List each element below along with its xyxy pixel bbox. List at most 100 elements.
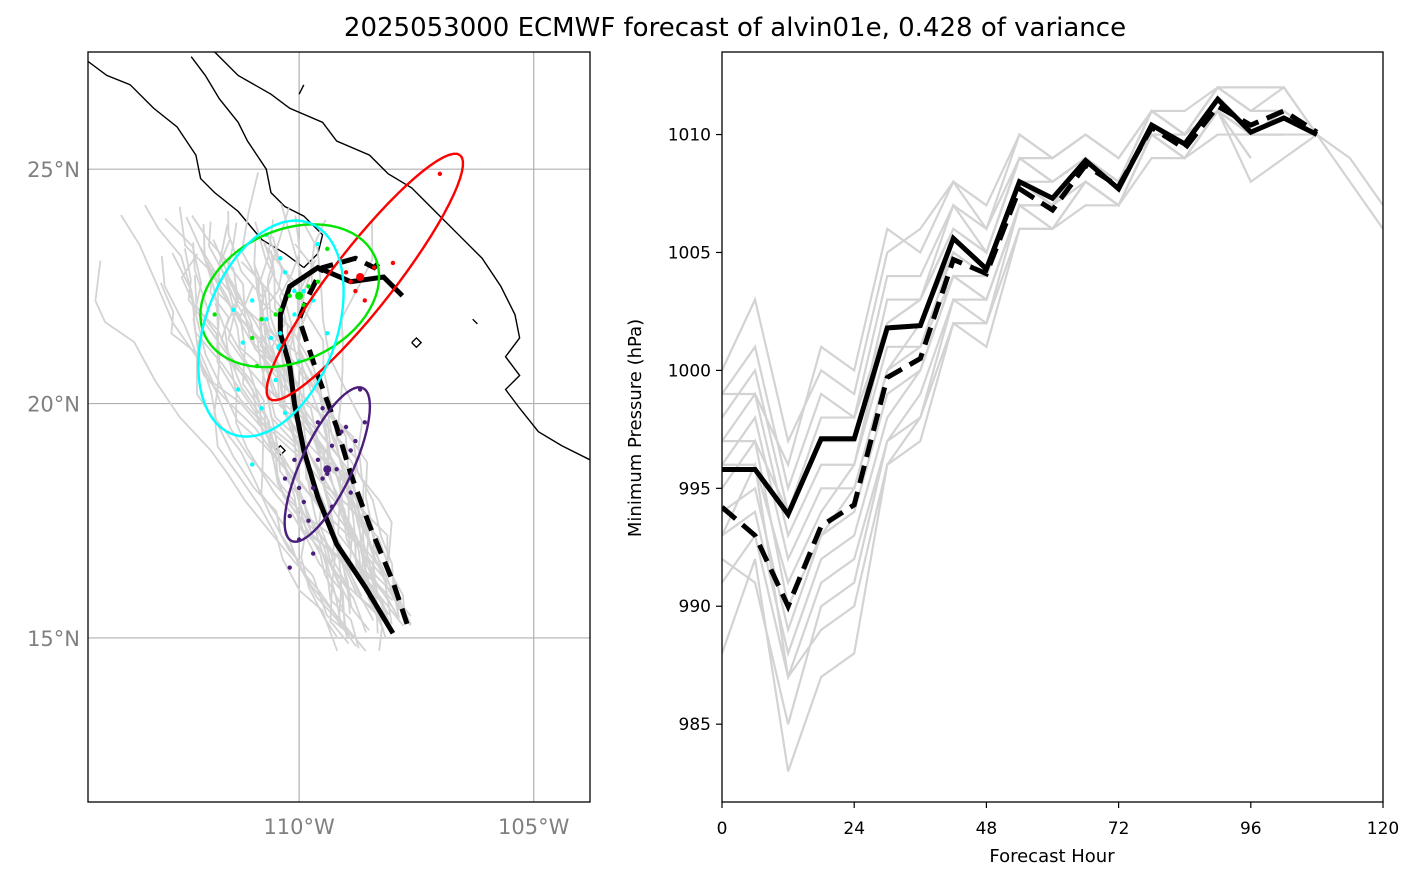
- cluster-point-green: [315, 279, 321, 284]
- x-axis-label: Forecast Hour: [989, 846, 1115, 867]
- cluster-point-cyan: [273, 377, 278, 383]
- cluster-point-purple: [320, 476, 325, 481]
- ensemble-track: [199, 246, 358, 648]
- cluster-center-red: [356, 273, 365, 281]
- map-lon-tick-label: 105°W: [498, 815, 570, 839]
- cluster-point-cyan: [301, 288, 307, 294]
- x-tick-label: 0: [717, 819, 728, 839]
- cluster-point-red: [348, 279, 353, 284]
- ensemble-pressure-line: [722, 133, 1284, 680]
- ensemble-pressure-line: [722, 85, 1318, 539]
- cluster-point-cyan: [235, 387, 241, 392]
- map-lat-tick-label: 20°N: [27, 393, 80, 417]
- pressure-ticks: 0 24 48 72 96 120 985 990 995 1000 1005 1010: [668, 126, 1399, 839]
- cluster-point-purple: [310, 551, 316, 556]
- ensemble-pressure-line: [722, 85, 1318, 515]
- x-tick-label: 48: [976, 819, 998, 839]
- cluster-ellipse-purple: [283, 386, 372, 543]
- cluster-point-cyan: [315, 241, 321, 247]
- cluster-point-purple: [282, 476, 288, 481]
- figure-title: 2025053000 ECMWF forecast of alvin01e, 0…: [344, 13, 1126, 43]
- pressure-frame: [721, 51, 1384, 803]
- cluster-center-green: [295, 291, 304, 300]
- cluster-point-cyan: [231, 307, 236, 313]
- cluster-point-red: [371, 265, 377, 270]
- cluster-point-red: [343, 270, 349, 275]
- cluster-point-purple: [334, 466, 339, 472]
- cluster-center-purple: [323, 465, 332, 474]
- y-tick-label: 995: [679, 479, 711, 499]
- map-coastline: [88, 52, 590, 461]
- cluster-point-cyan: [240, 340, 246, 345]
- coastline-segment: [190, 56, 324, 269]
- cluster-point-purple: [348, 490, 353, 495]
- cluster-point-red: [362, 298, 368, 303]
- pressure-mean-solid: [722, 95, 1319, 520]
- cluster-point-purple: [296, 485, 302, 491]
- y-tick-label: 985: [679, 715, 711, 735]
- y-tick-label: 1000: [668, 361, 711, 381]
- coastline-segment: [214, 52, 590, 461]
- coastline-segment: [411, 336, 423, 349]
- cluster-point-cyan: [278, 256, 283, 261]
- cluster-point-cyan: [278, 331, 283, 336]
- coastline-segment: [298, 84, 305, 95]
- cluster-point-cyan: [325, 331, 330, 336]
- cluster-point-green: [306, 284, 311, 289]
- map-tick-labels: 110°W 105°W 25°N 20°N 15°N: [27, 158, 570, 839]
- pressure-panel: 0 24 48 72 96 120 985 990 995 1000 1005 1010 Foreca…: [625, 51, 1399, 867]
- cluster-point-purple: [287, 565, 292, 570]
- cluster-point-red: [353, 288, 358, 294]
- ensemble-pressure-line: [722, 109, 1219, 468]
- x-tick-label: 24: [843, 819, 865, 839]
- cluster-ellipse-green: [199, 223, 381, 369]
- cluster-point-purple: [339, 429, 344, 434]
- cluster-ellipse-red: [265, 152, 465, 402]
- map-ensemble-tracks: [94, 172, 412, 652]
- y-tick-label: 990: [679, 597, 711, 617]
- pressure-mean-dashed: [722, 103, 1319, 613]
- coastline-segment: [472, 318, 478, 325]
- cluster-point-purple: [301, 499, 307, 505]
- ensemble-pressure-line: [722, 109, 1285, 725]
- cluster-point-purple: [329, 443, 335, 448]
- ensemble-track: [180, 253, 345, 612]
- cluster-point-green: [278, 307, 283, 313]
- cluster-point-purple: [320, 406, 325, 411]
- ensemble-track: [185, 216, 382, 616]
- ensemble-track: [215, 224, 348, 637]
- cluster-point-purple: [292, 457, 297, 463]
- cluster-point-purple: [315, 420, 321, 425]
- map-mean-tracks: [277, 255, 410, 635]
- cluster-point-cyan: [282, 270, 288, 275]
- cluster-point-purple: [353, 438, 358, 444]
- coastline-segment: [88, 60, 305, 269]
- ensemble-track: [302, 221, 393, 625]
- cluster-point-cyan: [259, 406, 264, 411]
- pressure-mean-lines: [722, 95, 1319, 613]
- cluster-point-cyan: [292, 288, 297, 294]
- cluster-point-cyan: [250, 462, 255, 467]
- cluster-point-cyan: [268, 335, 274, 341]
- cluster-point-purple: [343, 424, 349, 430]
- cluster-point-purple: [306, 518, 311, 523]
- ensemble-track: [94, 260, 367, 652]
- cluster-ellipse-cyan: [197, 219, 345, 438]
- cluster-point-purple: [348, 448, 353, 453]
- cluster-point-green: [325, 246, 330, 252]
- cluster-point-purple: [315, 457, 321, 463]
- x-tick-label: 96: [1240, 819, 1262, 839]
- cluster-point-purple: [287, 513, 292, 519]
- map-cluster-ellipses: [197, 152, 465, 543]
- map-lat-tick-label: 15°N: [27, 627, 80, 651]
- map-lat-tick-label: 25°N: [27, 158, 80, 182]
- ensemble-track: [259, 241, 367, 633]
- map-frame: [87, 51, 591, 803]
- cluster-point-cyan: [264, 316, 269, 322]
- ensemble-track: [164, 217, 354, 638]
- cluster-point-green: [259, 316, 264, 322]
- cluster-point-red: [390, 260, 396, 266]
- y-tick-label: 1005: [668, 243, 711, 263]
- ensemble-track: [208, 221, 351, 604]
